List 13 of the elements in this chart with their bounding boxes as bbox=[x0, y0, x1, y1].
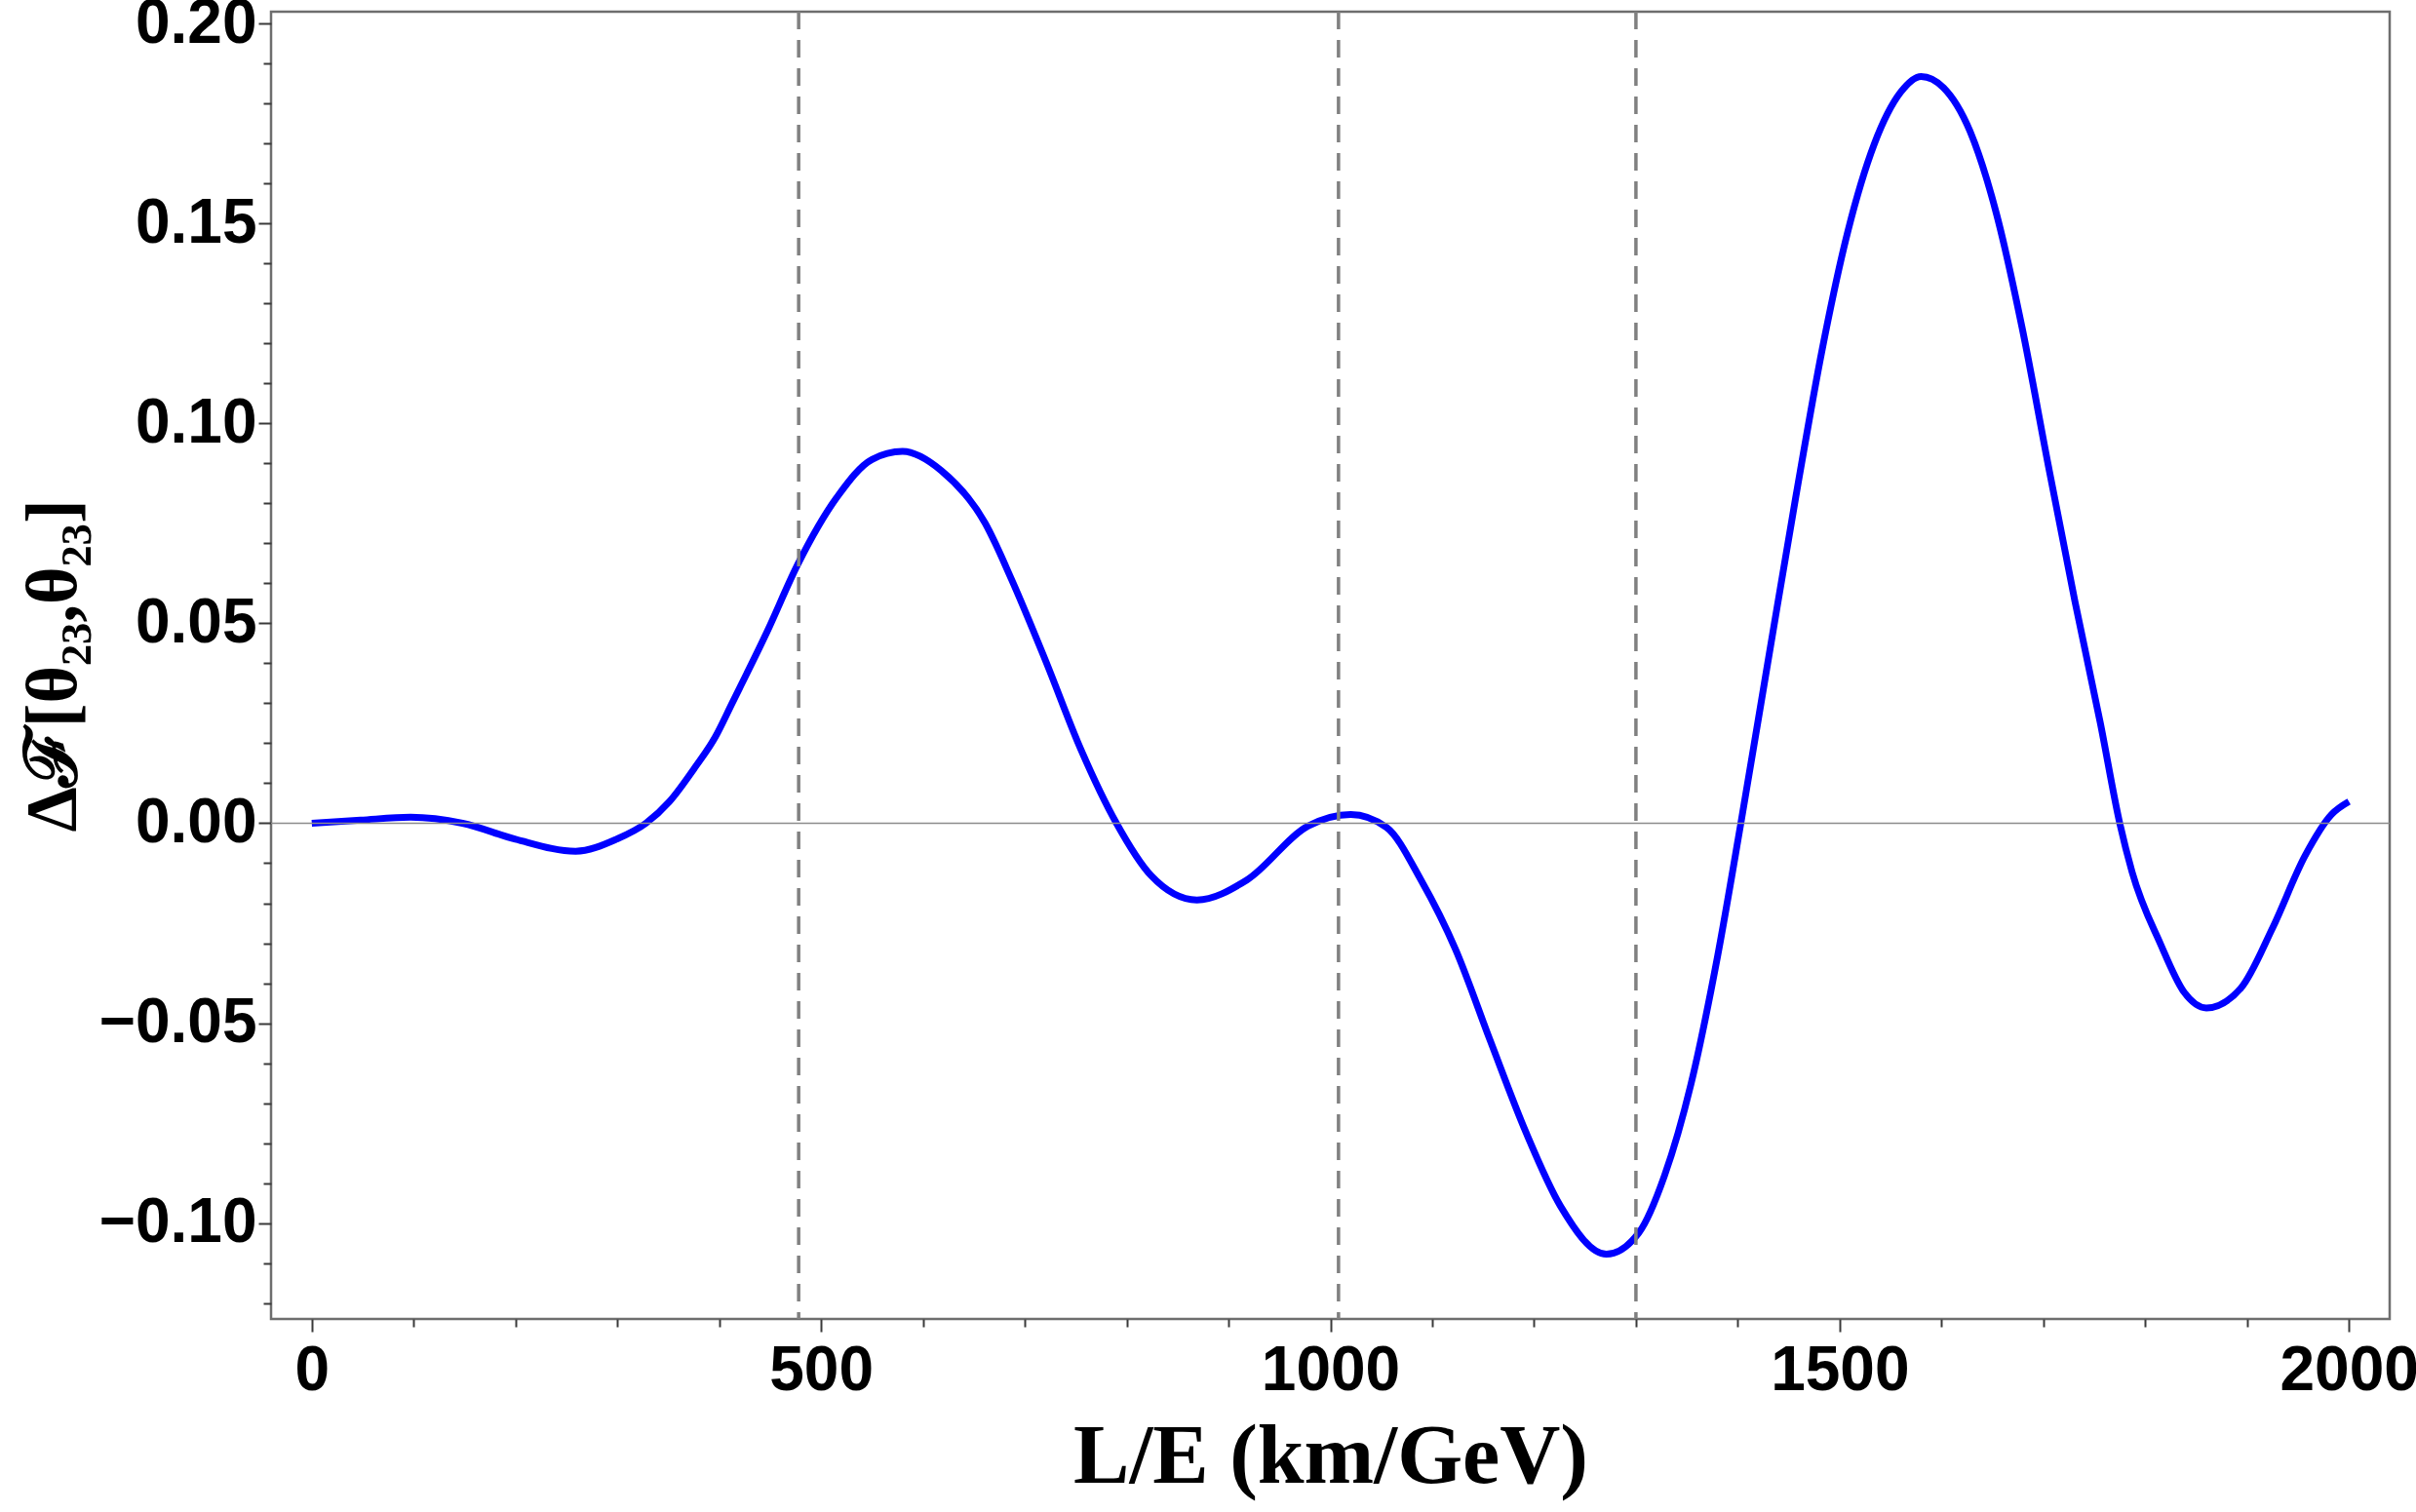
x-axis-title: L/E (km/GeV) bbox=[1073, 1407, 1588, 1501]
x-tick-label: 1000 bbox=[1261, 1333, 1401, 1404]
y-tick-label: −0.05 bbox=[98, 986, 257, 1057]
x-tick-label: 0 bbox=[294, 1333, 331, 1404]
x-tick-label: 1500 bbox=[1771, 1333, 1910, 1404]
x-tick-label: 2000 bbox=[2280, 1333, 2416, 1404]
y-tick-label: 0.10 bbox=[135, 385, 257, 456]
y-tick-label: −0.10 bbox=[98, 1185, 257, 1257]
y-axis-title: Δℱ[θ₂₃,θ₂₃] bbox=[11, 499, 92, 833]
y-tick-label: 0.05 bbox=[135, 585, 257, 656]
y-tick-label: 0.15 bbox=[135, 185, 257, 256]
y-tick-label: 0.00 bbox=[135, 785, 257, 856]
x-tick-label: 500 bbox=[769, 1333, 875, 1404]
